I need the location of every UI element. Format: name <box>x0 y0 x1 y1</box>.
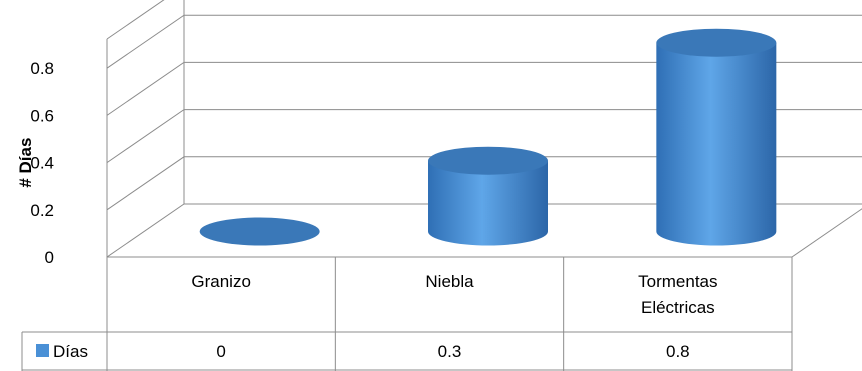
y-tick-label: 0.6 <box>30 106 54 125</box>
data-table-value: 0.3 <box>438 342 462 361</box>
bar <box>428 146 548 246</box>
bar-body <box>428 160 548 246</box>
y-tick-label: 0 <box>45 248 54 267</box>
legend-label: Días <box>53 342 88 361</box>
bar-top <box>199 217 320 246</box>
bar-body <box>656 42 777 246</box>
category-label: Granizo <box>191 272 251 291</box>
bar <box>656 28 777 246</box>
data-table: Granizo Niebla Tormentas Eléctricas Días 0 0.3… <box>21 256 793 371</box>
gridline <box>106 0 165 40</box>
legend-swatch <box>36 344 49 357</box>
category-label: Tormentas <box>638 272 717 291</box>
bar-top <box>656 28 777 57</box>
bar <box>199 217 320 246</box>
y-axis-title: # Días <box>16 138 35 188</box>
grid <box>106 0 862 258</box>
data-table-value: 0.8 <box>666 342 690 361</box>
data-table-value: 0 <box>216 342 225 361</box>
y-tick-label: 0.2 <box>30 201 54 220</box>
y-tick-label: 0.4 <box>30 154 54 173</box>
y-axis: 0 0.2 0.4 0.6 0.8 # Días <box>16 59 54 267</box>
bars <box>199 28 777 246</box>
y-tick-label: 0.8 <box>30 59 54 78</box>
category-label: Eléctricas <box>641 298 715 317</box>
category-label: Niebla <box>425 272 474 291</box>
bar-top <box>428 146 548 175</box>
floor-edge <box>791 208 862 258</box>
